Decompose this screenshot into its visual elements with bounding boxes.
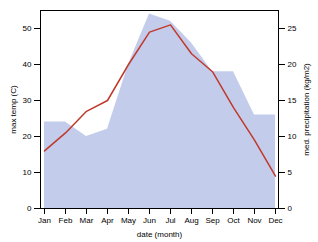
- svg-text:Jan: Jan: [38, 216, 51, 225]
- svg-text:Feb: Feb: [59, 216, 73, 225]
- svg-text:20: 20: [288, 60, 297, 69]
- svg-text:10: 10: [288, 132, 297, 141]
- svg-text:Sep: Sep: [205, 216, 220, 225]
- svg-text:max temp (C): max temp (C): [9, 85, 18, 134]
- svg-text:5: 5: [288, 168, 293, 177]
- svg-text:Aug: Aug: [184, 216, 198, 225]
- svg-text:Jun: Jun: [143, 216, 156, 225]
- svg-text:Oct: Oct: [227, 216, 240, 225]
- svg-text:0: 0: [27, 204, 32, 213]
- svg-text:date (month): date (month): [137, 230, 183, 239]
- svg-text:Apr: Apr: [101, 216, 114, 225]
- svg-text:25: 25: [288, 24, 297, 33]
- svg-text:Jul: Jul: [165, 216, 175, 225]
- svg-text:May: May: [121, 216, 136, 225]
- svg-text:15: 15: [288, 96, 297, 105]
- svg-text:30: 30: [23, 96, 32, 105]
- svg-text:10: 10: [23, 168, 32, 177]
- svg-text:Mar: Mar: [80, 216, 94, 225]
- svg-text:med. precipitation (kg/m2): med. precipitation (kg/m2): [302, 63, 311, 156]
- svg-text:Nov: Nov: [247, 216, 261, 225]
- svg-text:50: 50: [23, 24, 32, 33]
- svg-text:Dec: Dec: [268, 216, 282, 225]
- svg-text:40: 40: [23, 60, 32, 69]
- svg-text:0: 0: [288, 204, 293, 213]
- svg-text:20: 20: [23, 132, 32, 141]
